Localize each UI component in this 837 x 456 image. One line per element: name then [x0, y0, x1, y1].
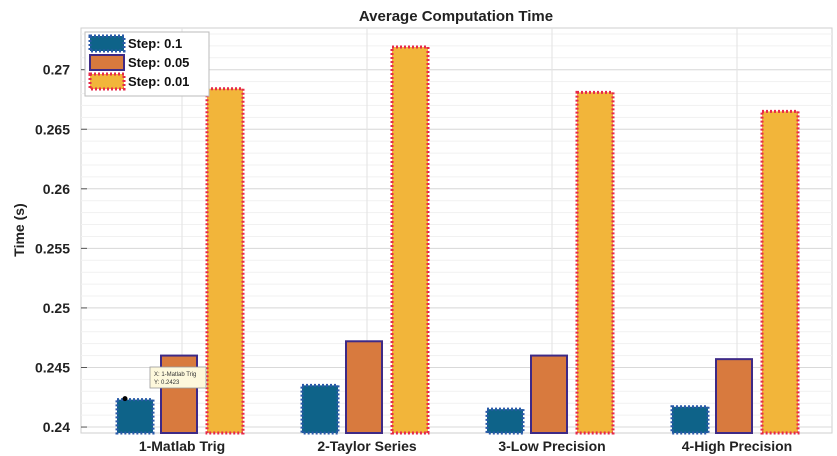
chart-title: Average Computation Time [359, 8, 553, 25]
data-tip-box [149, 366, 207, 389]
bar[interactable] [575, 90, 615, 435]
y-tick-label: 0.265 [35, 121, 70, 137]
bar[interactable] [205, 87, 245, 435]
bar[interactable] [530, 354, 568, 434]
data-tip-y-text: Y: 0.2423 [154, 380, 180, 386]
bar[interactable] [300, 383, 340, 435]
data-tip[interactable]: X: 1-Matlab Trig Y: 0.2423 [122, 366, 207, 402]
y-tick-label: 0.24 [43, 419, 70, 435]
y-tick-label: 0.27 [43, 62, 70, 78]
y-tick-label: 0.25 [43, 300, 70, 316]
bar[interactable] [715, 358, 753, 435]
bar[interactable] [485, 407, 525, 435]
axes: 0.24 0.245 0.25 0.255 0.26 0.265 0.27 1-Matlab … [35, 62, 792, 454]
data-tip-marker[interactable] [122, 396, 128, 402]
bars [115, 45, 800, 435]
bar[interactable] [390, 45, 430, 435]
legend[interactable]: Step: 0.1 Step: 0.05 Step: 0.01 [84, 31, 210, 97]
legend-label: Step: 0.1 [128, 36, 182, 51]
bar[interactable] [345, 340, 383, 435]
y-tick-label: 0.26 [43, 181, 70, 197]
data-tip-x-text: X: 1-Matlab Trig [154, 372, 196, 378]
bar[interactable] [760, 109, 800, 435]
bar[interactable] [670, 405, 710, 435]
bar[interactable] [115, 398, 155, 435]
x-tick-label: 3-Low Precision [498, 438, 605, 454]
legend-swatch [89, 54, 125, 71]
y-tick-label: 0.245 [35, 359, 70, 375]
y-tick-label: 0.255 [35, 240, 70, 256]
legend-label: Step: 0.01 [128, 74, 189, 89]
legend-label: Step: 0.05 [128, 55, 189, 70]
x-tick-label: 4-High Precision [682, 438, 792, 454]
y-axis-label: Time (s) [11, 203, 27, 256]
x-tick-label: 2-Taylor Series [317, 438, 417, 454]
legend-swatch [88, 34, 126, 53]
legend-swatch [88, 72, 126, 91]
x-tick-label: 1-Matlab Trig [139, 438, 225, 454]
